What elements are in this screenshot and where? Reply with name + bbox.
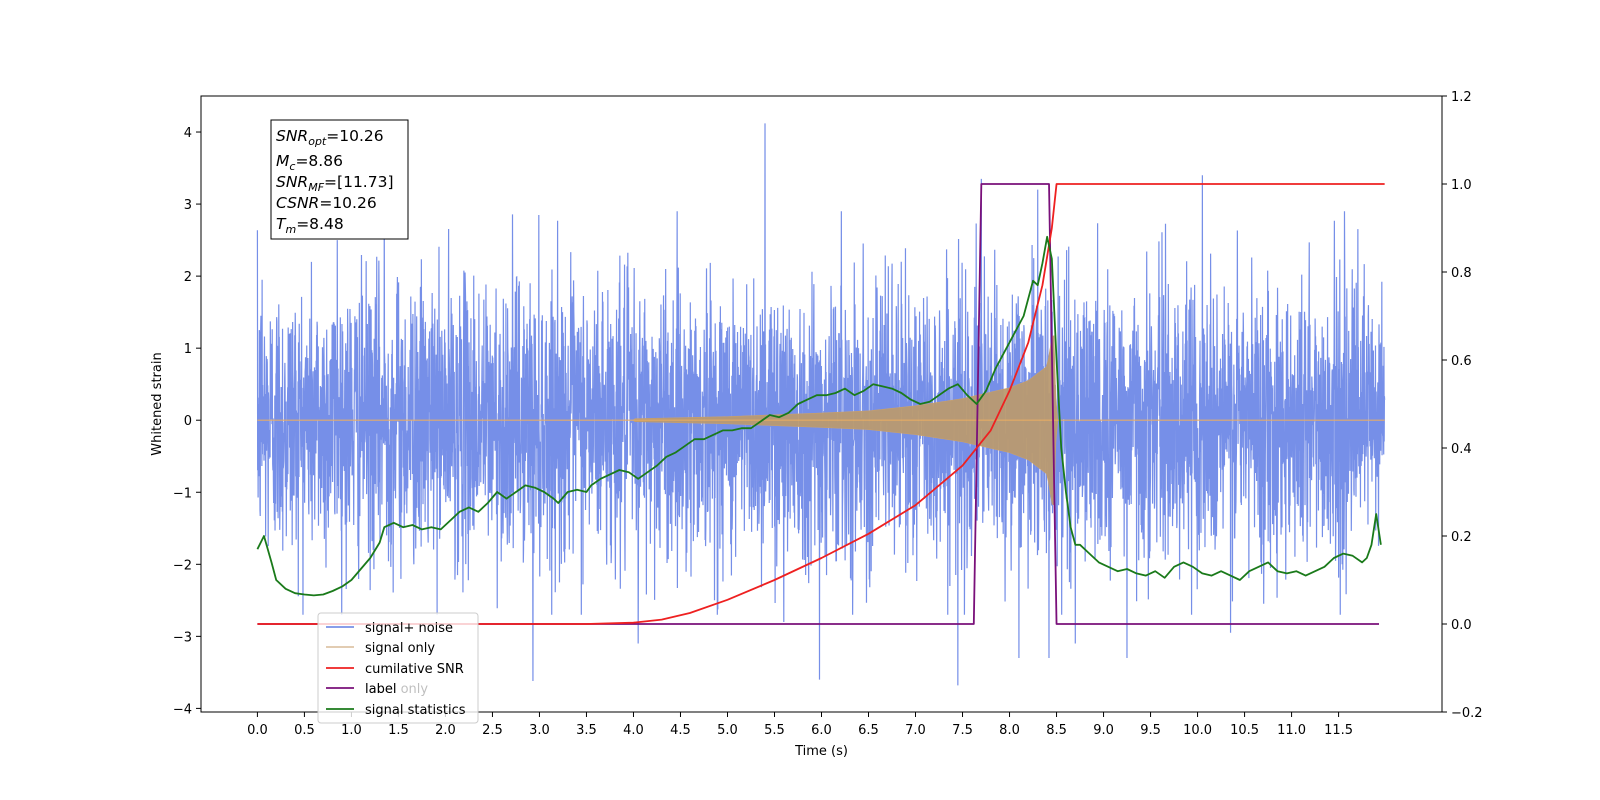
x-tick-label: 3.0 [529, 723, 550, 738]
x-tick-label: 7.5 [952, 723, 973, 738]
legend: signal+ noise signal only cumilative SNR la… [317, 612, 479, 724]
x-tick-label: 4.0 [623, 723, 644, 738]
axes: 0.0 0.5 1.0 1.5 2.0 2.5 3.0 3.5 4.0 4.5 5.0 5.5 6.0 6… [150, 90, 1483, 759]
annotation-subscript: m [285, 223, 296, 236]
y-tick-label: −1 [173, 486, 192, 501]
annotation-line-snr_mf: SNRMF=[11.73] [276, 173, 394, 194]
legend-label-overlap: label only [365, 682, 428, 697]
y2-tick-label: −0.2 [1451, 706, 1483, 721]
x-tick-label: 9.0 [1093, 723, 1114, 738]
x-tick-label: 0.5 [294, 723, 315, 738]
series-signal-noise-line [256, 123, 1386, 686]
x-tick-label: 3.5 [576, 723, 597, 738]
y2-tick-label: 0.4 [1451, 442, 1472, 457]
x-tick-label: 6.5 [858, 723, 879, 738]
annotation-value: =10.26 [319, 194, 376, 212]
annotation-value: =10.26 [326, 127, 383, 145]
legend-label: signal statistics [365, 703, 466, 718]
annotation-line-csnr: CSNR=10.26 [276, 194, 377, 212]
x-tick-label: 11.5 [1324, 723, 1353, 738]
x-tick-label: 6.0 [811, 723, 832, 738]
annotation-value: =8.86 [295, 152, 343, 170]
y2-tick-label: 1.0 [1451, 178, 1472, 193]
y-tick-label: −4 [173, 702, 192, 717]
x-tick-label: 5.5 [764, 723, 785, 738]
x-tick-label: 2.0 [435, 723, 456, 738]
y2-tick-label: 0.2 [1451, 530, 1472, 545]
y-tick-label: 0 [184, 414, 192, 429]
annotation-subscript: c [289, 160, 295, 173]
annotation-value: =8.48 [296, 215, 344, 233]
y-tick-label: 1 [184, 342, 192, 357]
x-axis-label: Time (s) [794, 744, 848, 759]
annotation-box: SNRopt=10.26Mc=8.86SNRMF=[11.73]CSNR=10.… [270, 119, 409, 240]
x-tick-label: 2.5 [482, 723, 503, 738]
x-tick-label: 8.0 [999, 723, 1020, 738]
y-tick-label: −2 [173, 558, 192, 573]
annotation-line-tm: Tm=8.48 [276, 215, 344, 236]
y2-tick-label: 0.8 [1451, 266, 1472, 281]
annotation-subscript: MF [308, 181, 324, 194]
x-tick-label: 9.5 [1140, 723, 1161, 738]
x-tick-label: 11.0 [1277, 723, 1306, 738]
x-tick-label: 10.5 [1230, 723, 1259, 738]
series-label-line [257, 183, 1380, 625]
annotation-line-snr_opt: SNRopt=10.26 [276, 127, 384, 148]
legend-frame [317, 612, 479, 724]
annotation-subscript: opt [308, 135, 327, 148]
y-tick-label: 2 [184, 270, 192, 285]
annotation-symbol: SNR [276, 173, 308, 191]
x-tick-label: 5.0 [717, 723, 738, 738]
legend-label: label [365, 682, 396, 697]
y2-tick-label: 0.6 [1451, 354, 1472, 369]
annotation-symbol: CSNR [276, 194, 319, 212]
y-tick-label: 4 [184, 126, 192, 141]
plot-area [256, 123, 1386, 686]
y-axis-label: Whitened strain [150, 352, 165, 455]
plot-series-group [256, 123, 1386, 686]
annotation-value: =[11.73] [324, 173, 393, 191]
annotation-frame [270, 119, 409, 240]
legend-label: signal+ noise [365, 621, 453, 636]
legend-label: signal only [365, 641, 435, 656]
x-tick-label: 10.0 [1183, 723, 1212, 738]
x-tick-label: 4.5 [670, 723, 691, 738]
y-tick-label: −3 [173, 630, 192, 645]
x-tick-label: 7.0 [905, 723, 926, 738]
annotation-symbol: T [276, 215, 287, 233]
series-signal-statistics-line [256, 235, 1382, 597]
annotation-symbol: SNR [276, 127, 308, 145]
x-tick-label: 1.0 [341, 723, 362, 738]
annotation-symbol: M [276, 152, 289, 170]
x-tick-label: 0.0 [247, 723, 268, 738]
annotation-line-mc: Mc=8.86 [276, 152, 343, 173]
series-cumulative-snr-line [257, 183, 1385, 625]
y-tick-label: 3 [184, 198, 192, 213]
x-tick-label: 1.5 [388, 723, 409, 738]
legend-label: cumilative SNR [365, 662, 464, 677]
y2-tick-label: 1.2 [1451, 90, 1472, 105]
x-tick-label: 8.5 [1046, 723, 1067, 738]
y2-tick-label: 0.0 [1451, 618, 1472, 633]
